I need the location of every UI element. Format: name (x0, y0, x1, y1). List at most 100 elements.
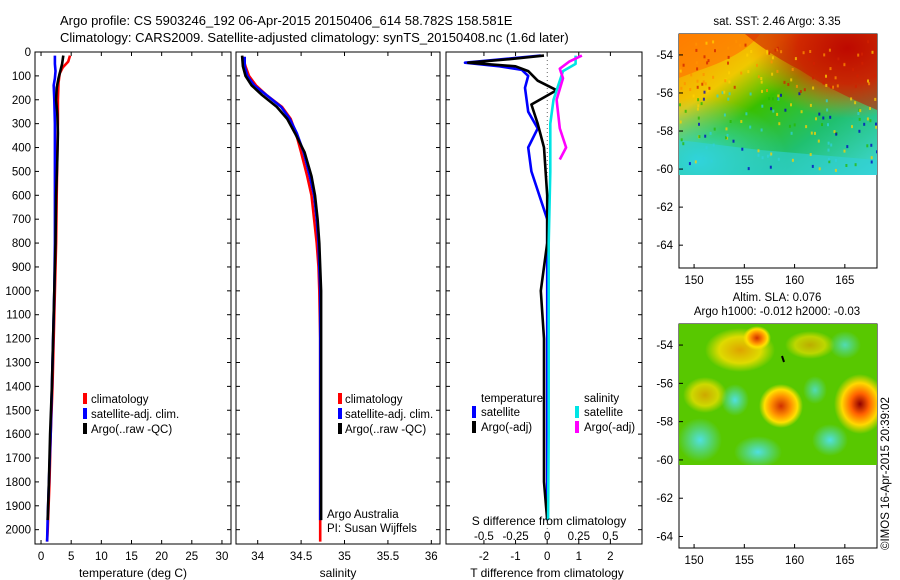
legend-label-argo-2: Argo(..raw -QC) (345, 424, 426, 436)
depth-tick-label: 1300 (5, 357, 31, 369)
depth-tick-label: 1800 (5, 477, 31, 489)
legend-header-salinity: salinity (584, 393, 619, 405)
lat-tick-label: -60 (656, 455, 673, 467)
depth-tick-label: 500 (12, 166, 31, 178)
lat-tick-label: -64 (656, 532, 673, 544)
legend-header-temperature: temperature (481, 393, 543, 405)
depth-tick-label: 0 (25, 47, 31, 59)
sla-map: Altim. SLA: 0.076 Argo h1000: -0.012 h20… (656, 292, 878, 567)
lat-tick-label: -56 (656, 88, 673, 100)
x-tick-label: 2 (607, 551, 613, 563)
s-diff-tick-label: 0.25 (568, 531, 590, 543)
depth-tick-label: 1600 (5, 429, 31, 441)
temperature-series (45, 55, 72, 542)
s-difference-x-axis: -0.5 -0.25 0 0.25 0.5 (474, 52, 618, 544)
salinity-series (240, 55, 323, 542)
depth-tick-label: 200 (12, 95, 31, 107)
salinity-x-axis: 34 34.5 35 35.5 36 (251, 52, 438, 563)
series-line-temperature-satellite (463, 54, 549, 521)
pi-label: PI: Susan Wijffels (327, 523, 417, 535)
depth-tick-label: 800 (12, 238, 31, 250)
t-difference-axis-label: T difference from climatology (470, 566, 624, 580)
x-tick-label: 10 (95, 551, 108, 563)
legend-label-sal-satellite: satellite (584, 407, 623, 419)
s-diff-tick-label: -0.5 (474, 531, 494, 543)
difference-y-ticks (446, 51, 642, 531)
salinity-axes (235, 51, 441, 545)
header-line-2: Climatology: CARS2009. Satellite-adjuste… (60, 30, 569, 45)
temperature-panel: 0100200300400500600700800900100011001200… (5, 47, 232, 580)
depth-tick-label: 1900 (5, 501, 31, 513)
x-tick-label: 20 (155, 551, 168, 563)
sla-title-2: Argo h1000: -0.012 h2000: -0.03 (694, 306, 860, 318)
temperature-x-axis: 0 5 10 15 20 25 30 (38, 52, 229, 563)
x-tick-label: 15 (125, 551, 138, 563)
x-tick-label: 0 (544, 551, 550, 563)
legend-label-temp-satellite: satellite (481, 407, 520, 419)
legend-label-satellite: satellite-adj. clim. (91, 409, 179, 421)
depth-tick-label: 100 (12, 71, 31, 83)
lon-tick-label: 165 (835, 275, 854, 287)
series-line-argo-raw-qc- (240, 55, 323, 521)
lat-tick-label: -56 (656, 378, 673, 390)
series-line-salinity-argo-adj- (555, 54, 583, 161)
lon-tick-label: 155 (735, 555, 754, 567)
sst-map: sat. SST: 2.46 Argo: 3.35 150 155 160 165 -5… (656, 16, 878, 287)
depth-tick-label: 400 (12, 143, 31, 155)
depth-tick-label: 900 (12, 262, 31, 274)
s-difference-title: S difference from climatology (472, 514, 627, 528)
lat-tick-label: -62 (656, 202, 673, 214)
lat-tick-label: -58 (656, 417, 673, 429)
legend-swatch-sal-satellite (575, 406, 579, 418)
x-tick-label: 35.5 (377, 551, 399, 563)
x-tick-label: 25 (185, 551, 198, 563)
lat-tick-label: -64 (656, 240, 673, 252)
sst-field (679, 34, 877, 175)
series-line-temperature-argo-adj- (466, 54, 558, 521)
x-tick-label: 35 (338, 551, 351, 563)
x-tick-label: 34 (251, 551, 264, 563)
lon-tick-label: 160 (785, 275, 804, 287)
legend-swatch-satellite (83, 408, 87, 419)
lon-tick-label: 150 (684, 555, 703, 567)
x-tick-label: 0 (38, 551, 44, 563)
series-line-salinity-satellite (546, 55, 577, 521)
legend-swatch-argo (83, 423, 87, 434)
legend-label-satellite-2: satellite-adj. clim. (345, 409, 433, 421)
x-tick-label: 30 (216, 551, 229, 563)
legend-swatch-satellite-2 (338, 408, 342, 419)
salinity-panel: 34 34.5 35 35.5 36 salinity climatology sate… (235, 51, 441, 580)
depth-axis: 0 100 200 300 400 500 600 700 800 900 1000 1100 1200… (5, 47, 231, 537)
lon-tick-label: 150 (684, 275, 703, 287)
legend-swatch-climatology (83, 393, 87, 404)
legend-label-climatology: climatology (91, 394, 149, 406)
legend-swatch-climatology-2 (338, 393, 342, 404)
legend-label-climatology-2: climatology (345, 394, 403, 406)
difference-panel: -2 -1 0 1 2 -0.5 -0.25 0 0.25 0.5 T difference f… (445, 51, 643, 580)
depth-tick-label: 600 (12, 190, 31, 202)
temperature-axes (34, 51, 232, 545)
sst-title: sat. SST: 2.46 Argo: 3.35 (713, 16, 840, 28)
argo-australia-label: Argo Australia (327, 509, 399, 521)
lat-tick-label: -54 (656, 50, 673, 62)
s-diff-tick-label: 0.5 (602, 531, 618, 543)
lat-tick-label: -60 (656, 164, 673, 176)
header-line-1: Argo profile: CS 5903246_192 06-Apr-2015… (60, 13, 513, 28)
depth-tick-label: 300 (12, 119, 31, 131)
temperature-axis-label: temperature (deg C) (79, 566, 187, 580)
legend-label-temp-argo: Argo(-adj) (481, 422, 532, 434)
lat-tick-label: -58 (656, 126, 673, 138)
lon-tick-label: 155 (735, 275, 754, 287)
x-tick-label: 5 (68, 551, 74, 563)
lon-tick-label: 160 (785, 555, 804, 567)
depth-tick-label: 700 (12, 214, 31, 226)
x-tick-label: 34.5 (290, 551, 312, 563)
legend-swatch-temp-satellite (472, 406, 476, 418)
lat-tick-label: -54 (656, 340, 673, 352)
depth-tick-label: 1000 (5, 286, 31, 298)
legend-label-sal-argo: Argo(-adj) (584, 422, 635, 434)
sla-title-1: Altim. SLA: 0.076 (733, 292, 822, 304)
legend-swatch-argo-2 (338, 423, 342, 434)
salinity-axis-label: salinity (320, 566, 357, 580)
